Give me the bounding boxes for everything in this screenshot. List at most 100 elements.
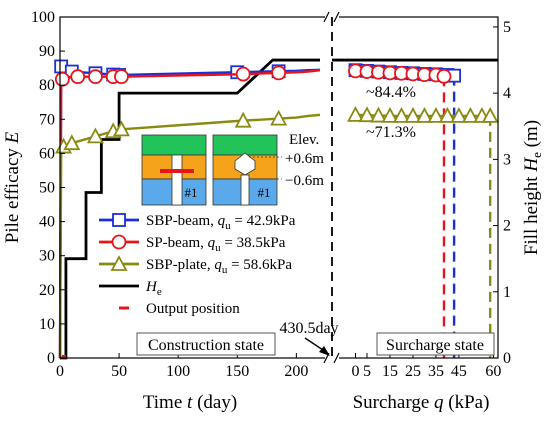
y-right-tick-label: 5 bbox=[503, 19, 511, 36]
x-time-tick-label: 0 bbox=[56, 363, 64, 380]
x-right-axis-label-part: Surcharge bbox=[353, 392, 430, 413]
legend-label-subscript: e bbox=[157, 286, 162, 298]
series-marker-1 bbox=[114, 69, 129, 85]
y-right-axis-label-var: H bbox=[521, 157, 542, 173]
inset-2-cap-shape bbox=[234, 152, 256, 176]
legend-qu-symbol: q bbox=[218, 213, 226, 229]
construction-state-box bbox=[136, 332, 276, 356]
day-annotation: 430.5day bbox=[279, 320, 338, 337]
legend-qu-value: = 38.5kPa bbox=[221, 235, 286, 251]
x-time-tick-label: 200 bbox=[284, 363, 308, 380]
axis-break-mark bbox=[333, 352, 340, 364]
y-left-tick-label: 100 bbox=[31, 9, 55, 26]
legend-label-0: SBP-beam, qu = 42.9kPa bbox=[146, 213, 296, 232]
series-q-marker-2 bbox=[450, 106, 468, 123]
series-marker-1 bbox=[271, 65, 287, 81]
series-marker-2 bbox=[112, 120, 130, 137]
series-marker-2 bbox=[86, 127, 104, 144]
y-left-tick-label: 30 bbox=[39, 248, 55, 265]
he-time-line bbox=[60, 58, 320, 360]
y-left-tick-label: 40 bbox=[39, 214, 55, 231]
series-marker-1 bbox=[88, 69, 103, 85]
series-marker-2 bbox=[270, 109, 288, 126]
x-q-tick-label: 60 bbox=[485, 363, 501, 380]
x-time-tick-label: 150 bbox=[225, 363, 249, 380]
y-right-tick-label: 4 bbox=[503, 85, 511, 102]
x-left-axis-label: Time t (day) bbox=[143, 392, 237, 413]
x-q-tick-label: 15 bbox=[382, 363, 398, 380]
y-left-axis-label: Pile efficacy E bbox=[2, 131, 23, 243]
pct-plate-annotation: ~71.3% bbox=[366, 124, 416, 141]
x-left-axis-label-part: t bbox=[182, 392, 193, 413]
surcharge-state-label: Surcharge state bbox=[386, 337, 484, 354]
y-left-tick-label: 70 bbox=[39, 111, 55, 128]
legend-marker-0 bbox=[112, 213, 126, 227]
y-left-tick-label: 90 bbox=[39, 43, 55, 60]
series-q-marker-2 bbox=[358, 106, 376, 123]
legend-qu-subscript: u bbox=[222, 264, 228, 276]
x-left-axis-label-part: (day) bbox=[192, 392, 237, 413]
series-q-marker-2 bbox=[404, 106, 422, 123]
legend-qu-value: = 42.9kPa bbox=[231, 213, 296, 229]
surcharge-state-box bbox=[376, 332, 495, 356]
series-q-marker-2 bbox=[427, 106, 445, 123]
x-right-axis-label: Surcharge q (kPa) bbox=[353, 392, 490, 413]
inset-1-fill-layer bbox=[141, 134, 207, 156]
axis-break-mark bbox=[323, 11, 330, 23]
y-left-tick-label: 20 bbox=[39, 282, 55, 299]
inset-1-label: #1 bbox=[185, 185, 198, 200]
y-right-tick-label: 0 bbox=[503, 350, 511, 367]
y-right-axis-label: Fill height He (m) bbox=[521, 120, 544, 255]
inset-2-label: #1 bbox=[258, 185, 271, 200]
x-q-tick-label: 45 bbox=[451, 363, 467, 380]
x-q-tick-label: 0 bbox=[351, 363, 359, 380]
x-right-axis-label-part: q bbox=[429, 392, 444, 413]
legend-label-text: H bbox=[145, 279, 158, 295]
x-q-tick-label: 25 bbox=[405, 363, 421, 380]
legend-label-text: Output position bbox=[146, 301, 240, 317]
x-left-axis-label-part: Time bbox=[143, 392, 182, 413]
legend-label-3: He bbox=[145, 279, 162, 298]
x-time-tick-label: 50 bbox=[111, 363, 127, 380]
legend-qu-subscript: u bbox=[215, 242, 221, 254]
inset-2-pile bbox=[240, 174, 250, 206]
construction-state-label: Construction state bbox=[148, 337, 264, 354]
legend-label-1: SP-beam, qu = 38.5kPa bbox=[146, 235, 286, 254]
legend-qu-value: = 58.6kPa bbox=[227, 257, 292, 273]
y-right-tick-label: 3 bbox=[503, 151, 511, 168]
y-left-axis-label-var: E bbox=[2, 131, 23, 144]
legend-label-text: SP-beam, bbox=[146, 235, 208, 251]
y-right-tick-label: 1 bbox=[503, 284, 511, 301]
series-q-marker-2 bbox=[415, 106, 433, 123]
legend-qu-subscript: u bbox=[225, 220, 231, 232]
x-time-tick-label: 100 bbox=[166, 363, 190, 380]
series-marker-1 bbox=[235, 66, 251, 82]
legend-label-text: SBP-plate, bbox=[146, 257, 214, 273]
y-left-tick-label: 10 bbox=[39, 316, 55, 333]
x-q-tick-label: 35 bbox=[428, 363, 444, 380]
legend-qu-symbol: q bbox=[208, 235, 216, 251]
y-right-tick-label: 2 bbox=[503, 218, 511, 235]
series-q-marker-1 bbox=[436, 68, 452, 84]
series-q-marker-2 bbox=[438, 106, 456, 123]
inset-elev-minus: −0.6m bbox=[285, 173, 324, 189]
series-marker-1 bbox=[54, 71, 70, 87]
y-left-tick-label: 60 bbox=[39, 145, 55, 162]
y-left-tick-label: 0 bbox=[47, 350, 55, 367]
legend-label-2: SBP-plate, qu = 58.6kPa bbox=[146, 257, 292, 276]
y-left-tick-label: 50 bbox=[39, 180, 55, 197]
inset-elev-title: Elev. bbox=[289, 132, 319, 148]
y-right-axis-label-unit: (m) bbox=[521, 120, 542, 152]
y-right-axis-label-text: Fill height bbox=[521, 172, 542, 255]
legend-marker-1 bbox=[111, 234, 127, 250]
y-right-axis-label-subscript: e bbox=[529, 152, 544, 158]
series-marker-2 bbox=[234, 111, 252, 128]
legend-qu-symbol: q bbox=[214, 257, 222, 273]
y-left-axis-label-text: Pile efficacy bbox=[2, 143, 23, 243]
series-q-marker-2 bbox=[481, 106, 499, 123]
axis-break-mark bbox=[333, 11, 340, 23]
day-arrow-head bbox=[319, 346, 330, 356]
series-q-marker-2 bbox=[392, 106, 410, 123]
output-position-mark-0 bbox=[62, 355, 66, 358]
